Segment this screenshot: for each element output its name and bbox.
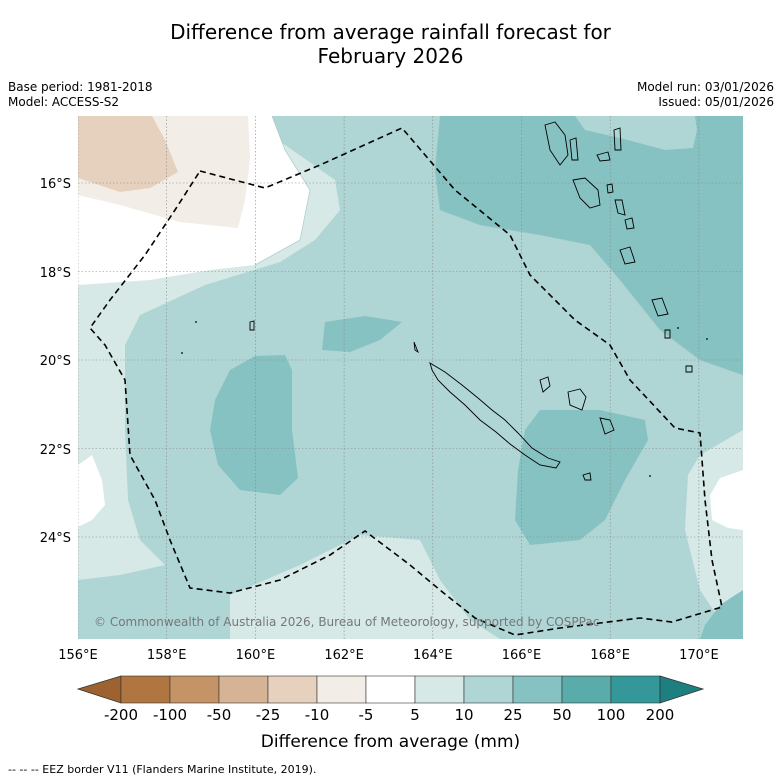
graticule (78, 116, 743, 639)
chesterfield-islet (249, 320, 255, 331)
lon-label-160e: 160°E (236, 648, 276, 663)
rain-zone-wet-south (515, 410, 648, 545)
lifou-island (567, 388, 587, 411)
lon-label-166e: 166°E (502, 648, 542, 663)
lat-label-16s: 16°S (40, 177, 71, 192)
colorbar-title: Difference from average (mm) (261, 732, 520, 752)
lat-label-20s: 20°S (40, 354, 71, 369)
lat-label-18s: 18°S (40, 266, 71, 281)
title-line-1: Difference from average rainfall forecas… (170, 20, 611, 44)
meta-right: Model run: 03/01/2026 Issued: 05/01/2026 (637, 80, 774, 110)
colorbar-tick-label: 200 (646, 706, 675, 724)
map-title: Difference from average rainfall forecas… (0, 20, 781, 68)
malakula-island (572, 177, 601, 209)
title-line-2: February 2026 (317, 44, 464, 68)
ile-des-pins (582, 472, 592, 481)
lon-label-164e: 164°E (413, 648, 453, 663)
aneityum-island (685, 365, 693, 373)
colorbar-cell (561, 675, 612, 704)
colorbar-tick-label: 10 (454, 706, 473, 724)
colorbar-tick-label: -25 (256, 706, 281, 724)
lon-label-170e: 170°E (679, 648, 719, 663)
tanna-island (664, 329, 671, 339)
malo-island (569, 137, 579, 161)
issued-date: Issued: 05/01/2026 (658, 95, 774, 109)
colorbar-cell (267, 675, 318, 704)
model-name: Model: ACCESS-S2 (8, 95, 120, 109)
erromango-island (651, 297, 669, 317)
model-run: Model run: 03/01/2026 (636, 80, 774, 94)
colorbar-cell (169, 675, 220, 704)
coastlines (249, 121, 693, 481)
colorbar-tick-label: 50 (552, 706, 571, 724)
belep-island (413, 341, 419, 354)
lon-label-162e: 162°E (324, 648, 364, 663)
colorbar-cell (512, 675, 563, 704)
new-caledonia-island (429, 362, 561, 469)
colorbar-tick-label: -200 (104, 706, 138, 724)
eez-border (88, 127, 723, 636)
rain-zone-light-brown (78, 116, 178, 192)
rain-zone-wet-se (700, 590, 743, 639)
ouvea-island (539, 376, 551, 393)
epi-island (614, 199, 626, 216)
lat-label-24s: 24°S (40, 531, 71, 546)
rain-zone-wet-central (322, 316, 402, 352)
rain-zone-moderate-ne-patch (575, 116, 697, 150)
rain-zone-wet-ne (435, 116, 743, 375)
shepherd-islands (624, 217, 635, 230)
colorbar-cell (610, 675, 661, 704)
colorbar-tick-label: -50 (207, 706, 232, 724)
lon-label-168e: 168°E (590, 648, 630, 663)
colorbar-cells (120, 675, 661, 704)
map-area (78, 116, 743, 639)
colorbar-cell (120, 675, 171, 704)
colorbar-cell (218, 675, 269, 704)
colorbar-cell (316, 675, 367, 704)
efate-island (619, 246, 636, 265)
meta-left: Base period: 1981-2018 Model: ACCESS-S2 (8, 80, 153, 110)
colorbar-cell (463, 675, 514, 704)
colorbar-tick-label: 25 (503, 706, 522, 724)
small-islets (181, 321, 708, 477)
rain-zone-white-east (710, 470, 743, 530)
rain-zone-wet-west (210, 355, 298, 495)
colorbar-cell (365, 675, 416, 704)
ambrym-island (606, 183, 614, 194)
colorbar-tick-label: 100 (597, 706, 626, 724)
mare-island (599, 417, 615, 435)
espiritu-santo-island (544, 121, 569, 166)
lat-label-22s: 22°S (40, 443, 71, 458)
colorbar-tick-label: -100 (153, 706, 187, 724)
rain-zone-white-west (78, 455, 105, 527)
maewo-island (596, 151, 611, 162)
eez-footer-note: -- -- -- EEZ border V11 (Flanders Marine… (8, 763, 317, 776)
colorbar-tick-label: -10 (305, 706, 330, 724)
colorbar-under-arrow (76, 675, 122, 704)
pentecost-island (613, 127, 622, 151)
lon-label-158e: 158°E (147, 648, 187, 663)
colorbar-cell (414, 675, 465, 704)
colorbar-labels: -200 -100 -50 -25 -10 -5 5 10 25 50 100 200 (104, 706, 674, 724)
copyright-text: © Commonwealth of Australia 2026, Bureau… (94, 615, 599, 629)
base-period: Base period: 1981-2018 (8, 80, 153, 94)
lon-label-156e: 156°E (58, 648, 98, 663)
colorbar-tick-label: -5 (359, 706, 374, 724)
colorbar-tick-label: 5 (410, 706, 420, 724)
colorbar-over-arrow (659, 675, 705, 704)
colorbar: -200 -100 -50 -25 -10 -5 5 10 25 50 100 200 Differe… (76, 675, 705, 752)
